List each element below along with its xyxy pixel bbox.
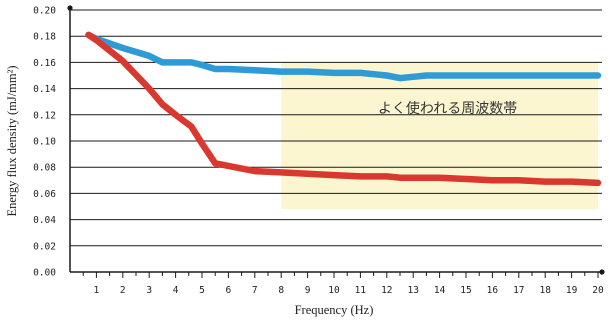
y-tick-label: 0.10: [33, 137, 56, 148]
y-tick-label: 0.08: [33, 163, 56, 174]
y-tick-label: 0.00: [33, 268, 56, 279]
x-tick-label: 6: [226, 285, 232, 296]
x-tick-label: 13: [407, 285, 418, 296]
y-tick-label: 0.04: [33, 215, 56, 226]
grid-lines: [70, 9, 602, 247]
x-tick-label: 14: [434, 285, 446, 296]
y-tick-label: 0.20: [33, 6, 56, 17]
y-axis-title: Energy flux density (mJ/mm²): [5, 65, 19, 216]
y-tick-label: 0.14: [33, 84, 56, 95]
series-line-2: [85, 31, 602, 187]
x-tick-label: 19: [566, 285, 578, 296]
x-tick-label: 10: [328, 285, 340, 296]
x-tick-label: 7: [252, 285, 258, 296]
tick-labels: 0.00 0.02 0.04 0.06 0.08 0.10 0.12 0.14 0.16 0.18…: [33, 6, 604, 297]
highlight-band: [281, 62, 598, 210]
x-tick-label: 12: [381, 285, 392, 296]
series-group: [85, 31, 602, 187]
y-tick-label: 0.18: [33, 32, 56, 43]
y-tick-label: 0.06: [33, 189, 56, 200]
x-tick-label: 8: [278, 285, 284, 296]
y-tick-label: 0.02: [33, 241, 56, 252]
x-tick-label: 5: [199, 285, 205, 296]
x-tick-label: 20: [592, 285, 604, 296]
y-tick-label: 0.16: [33, 58, 56, 69]
highlight-label: よく使われる周波数帯: [378, 100, 517, 117]
x-tick-label: 17: [513, 285, 524, 296]
x-axis-end-dot: [599, 269, 605, 275]
x-tick-label: 18: [539, 285, 551, 296]
x-tick-label: 2: [120, 285, 126, 296]
x-axis-title: Frequency (Hz): [295, 303, 374, 317]
x-tick-label: 15: [460, 285, 471, 296]
x-tick-label: 9: [305, 285, 311, 296]
y-axis-end-dot: [67, 5, 73, 11]
axes: [67, 5, 605, 275]
x-tick-label: 3: [146, 285, 152, 296]
series-line-1: [85, 31, 602, 82]
x-tick-label: 16: [487, 285, 499, 296]
y-tick-label: 0.12: [33, 110, 56, 121]
x-tick-label: 1: [94, 285, 100, 296]
x-tick-label: 4: [173, 285, 179, 296]
x-tick-label: 11: [355, 285, 367, 296]
